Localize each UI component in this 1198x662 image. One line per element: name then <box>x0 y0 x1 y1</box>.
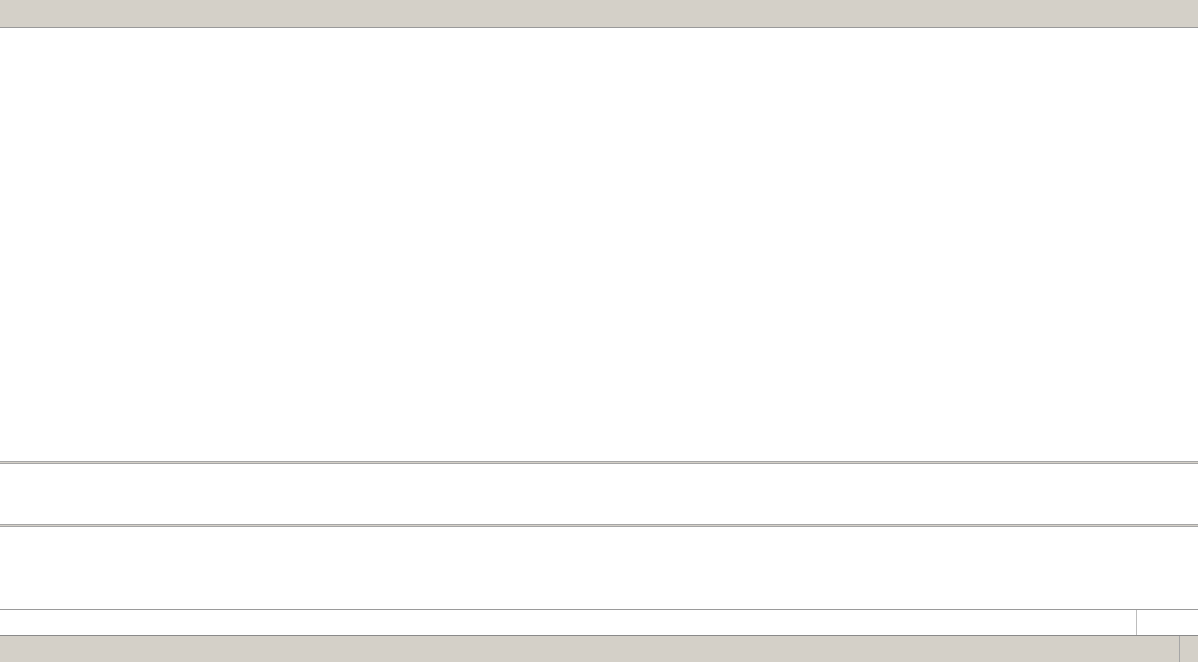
panel-separator[interactable] <box>0 524 1198 527</box>
rsi-canvas[interactable] <box>0 527 1198 609</box>
main-chart-canvas[interactable] <box>0 28 1198 461</box>
chart-tab-bar <box>0 635 1198 662</box>
rsi-panel[interactable] <box>0 527 1198 609</box>
macd-canvas[interactable] <box>0 464 1198 524</box>
main-chart-panel[interactable] <box>0 28 1198 461</box>
tabs-scroll-right-button[interactable] <box>1179 636 1198 662</box>
timeframe-toolbar <box>0 0 1198 28</box>
time-axis[interactable] <box>0 609 1198 635</box>
macd-panel[interactable] <box>0 464 1198 524</box>
chart-tabs <box>0 636 3 662</box>
panel-separator[interactable] <box>0 461 1198 464</box>
